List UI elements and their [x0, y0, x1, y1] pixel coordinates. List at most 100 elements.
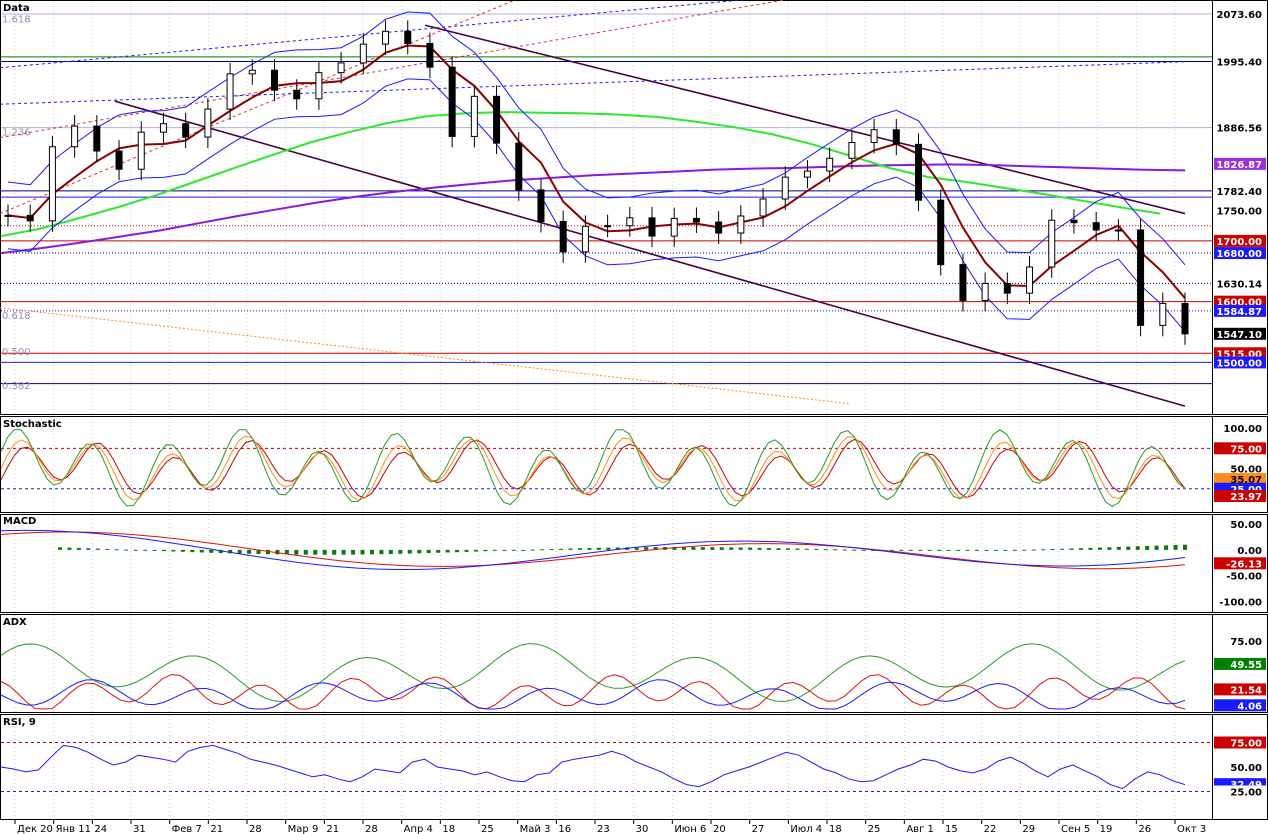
scale-label-bg [1214, 543, 1266, 556]
scale-label-bg [1214, 327, 1266, 340]
macd-histogram-bar [1116, 546, 1121, 550]
macd-line [0, 529, 1186, 570]
scale-label: 100.00 [1223, 424, 1262, 435]
macd-histogram-bar [483, 549, 488, 552]
macd-histogram-bar [265, 549, 270, 555]
macd-histogram-bar [1069, 548, 1074, 550]
x-tick-label: 20 [713, 824, 726, 834]
candle-body [115, 150, 123, 170]
scale-label: 50.00 [1230, 465, 1262, 476]
macd-histogram-bar [492, 549, 497, 551]
fib-label: 0.382 [2, 381, 31, 392]
candle-body [692, 217, 700, 223]
macd-histogram-bar [738, 547, 743, 550]
candle-body [981, 282, 989, 301]
candle-body [959, 264, 967, 301]
macd-histogram-bar [975, 549, 980, 551]
scale-label: 50.00 [1230, 520, 1262, 531]
panel-title-macd: MACD [3, 516, 36, 527]
macd-histogram-bar [653, 547, 658, 550]
macd-histogram-bar [341, 549, 346, 555]
macd-histogram-bar [124, 549, 129, 551]
scale-label: 1700.00 [1216, 237, 1262, 248]
macd-histogram-bar [161, 549, 166, 552]
macd-histogram-bar [180, 549, 185, 552]
macd-histogram-bar [937, 549, 942, 551]
down-trendline-upper [424, 24, 1186, 215]
candle-body [71, 125, 79, 148]
scale-label: 75.00 [1230, 444, 1262, 455]
macd-histogram-bar [1022, 549, 1027, 551]
macd-histogram-bar [247, 549, 252, 554]
scale-label-bg [1214, 462, 1266, 475]
candle-body [248, 69, 256, 75]
macd-histogram-bar [1050, 549, 1055, 551]
candle-body [226, 73, 234, 110]
bollinger-upper [7, 11, 1186, 266]
macd-histogram-bar [369, 549, 374, 555]
candle-body [1048, 219, 1056, 268]
scale-label: 0.00 [1237, 546, 1262, 557]
candle-body [559, 220, 567, 253]
adx-line [0, 643, 1186, 703]
candle-body [1114, 229, 1122, 232]
macd-histogram-bar [908, 549, 913, 551]
macd-histogram-bar [530, 549, 535, 551]
candle-body [159, 123, 167, 133]
candle-body [448, 66, 456, 137]
candle-body [337, 62, 345, 74]
candle-body [515, 142, 523, 191]
macd-histogram-bar [559, 548, 564, 550]
macd-histogram-bar [1126, 546, 1131, 550]
macd-histogram-bar [1097, 547, 1102, 550]
macd-histogram-bar [511, 549, 516, 551]
candle-body [1070, 219, 1078, 224]
x-tick-label: 26 [1138, 824, 1151, 834]
scale-label: 1886.56 [1216, 124, 1262, 135]
scale-label: 1750.00 [1216, 207, 1262, 218]
scale-label: 75.00 [1230, 739, 1262, 750]
scale-label-bg [1214, 277, 1266, 290]
candle-body [315, 72, 323, 100]
x-tick-label: Сен 5 [1061, 824, 1090, 834]
scale-label-bg [1214, 121, 1266, 134]
macd-histogram-bar [1003, 549, 1008, 551]
adx-plus-di-line [0, 674, 1186, 710]
x-tick-label: 28 [249, 824, 262, 834]
macd-histogram-bar [852, 549, 857, 551]
scale-label-bg [1214, 569, 1266, 582]
macd-histogram-bar [209, 549, 214, 553]
macd-histogram-bar [804, 548, 809, 550]
candle-body [715, 221, 723, 234]
scale-label-bg [1214, 442, 1266, 455]
price-scale: 2073.60 1995.40 1886.56 1826.87 1782.40 1750.… [1214, 7, 1266, 799]
scale-label-bg [1214, 736, 1266, 749]
red-channel-top [0, 0, 787, 139]
fib-label: 1.618 [2, 15, 31, 26]
panel-title-rsi: RSI, 9 [3, 717, 36, 728]
candle-body [493, 95, 501, 144]
scale-label: 1630.14 [1216, 279, 1262, 290]
macd-histogram-bar [927, 549, 932, 551]
candle-body [270, 69, 278, 91]
macd-histogram-bar [1145, 545, 1150, 550]
scale-label: 1600.00 [1216, 298, 1262, 309]
macd-histogram-bar [993, 549, 998, 551]
candle-body [470, 95, 478, 137]
macd-histogram-bar [700, 547, 705, 550]
x-tick-label: Июл 4 [790, 824, 822, 834]
macd-histogram-bar [473, 549, 478, 552]
x-tick-label: 28 [365, 824, 378, 834]
macd-histogram-bar [549, 549, 554, 551]
adx-minus-di-line [0, 679, 1186, 710]
scale-label-bg [1214, 595, 1266, 608]
macd-histogram-bar [445, 549, 450, 553]
scale-label: -26.13 [1226, 559, 1262, 570]
macd-histogram-bar [871, 549, 876, 551]
x-tick-label: 23 [597, 824, 610, 834]
macd-histogram-bar [1107, 547, 1112, 550]
scale-label-bg [1214, 295, 1266, 308]
x-tick-label: Авг 1 [906, 824, 934, 834]
candle-body [826, 157, 834, 172]
